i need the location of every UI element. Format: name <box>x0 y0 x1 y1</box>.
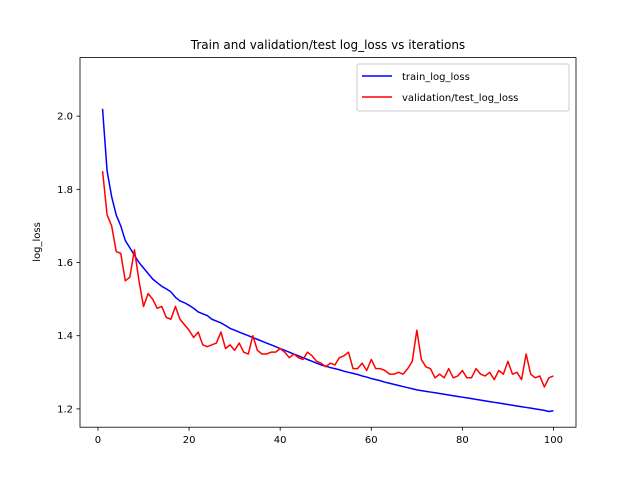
series-lines <box>101 108 554 413</box>
y-tick-label: 1.6 <box>57 258 73 269</box>
y-axis-label: log_loss <box>32 222 43 262</box>
x-tick-label: 60 <box>365 435 378 446</box>
y-tick-label: 2.0 <box>57 112 73 123</box>
x-axis-ticks: 0 20 40 60 80 100 <box>95 427 563 446</box>
y-axis-ticks: 1.2 1.4 1.6 1.8 2.0 <box>57 112 80 415</box>
legend-box <box>356 63 570 112</box>
x-tick-label: 100 <box>544 435 563 446</box>
series-line-validation-test-log-loss <box>101 170 554 388</box>
y-tick-label: 1.8 <box>57 185 73 196</box>
plot-frame <box>79 57 577 428</box>
y-tick-label: 1.2 <box>57 404 73 415</box>
x-tick-label: 80 <box>456 435 469 446</box>
x-tick-label: 20 <box>183 435 196 446</box>
legend-validation-label: validation/test_log_loss <box>402 93 518 104</box>
legend: train_log_loss validation/test_log_loss <box>356 63 570 112</box>
y-tick-label: 1.4 <box>57 331 73 342</box>
x-tick-label: 40 <box>274 435 287 446</box>
series-line-train-log-loss <box>101 108 554 413</box>
x-tick-label: 0 <box>95 435 101 446</box>
legend-train-label: train_log_loss <box>402 72 470 83</box>
chart-title: Train and validation/test log_loss vs it… <box>190 38 465 52</box>
